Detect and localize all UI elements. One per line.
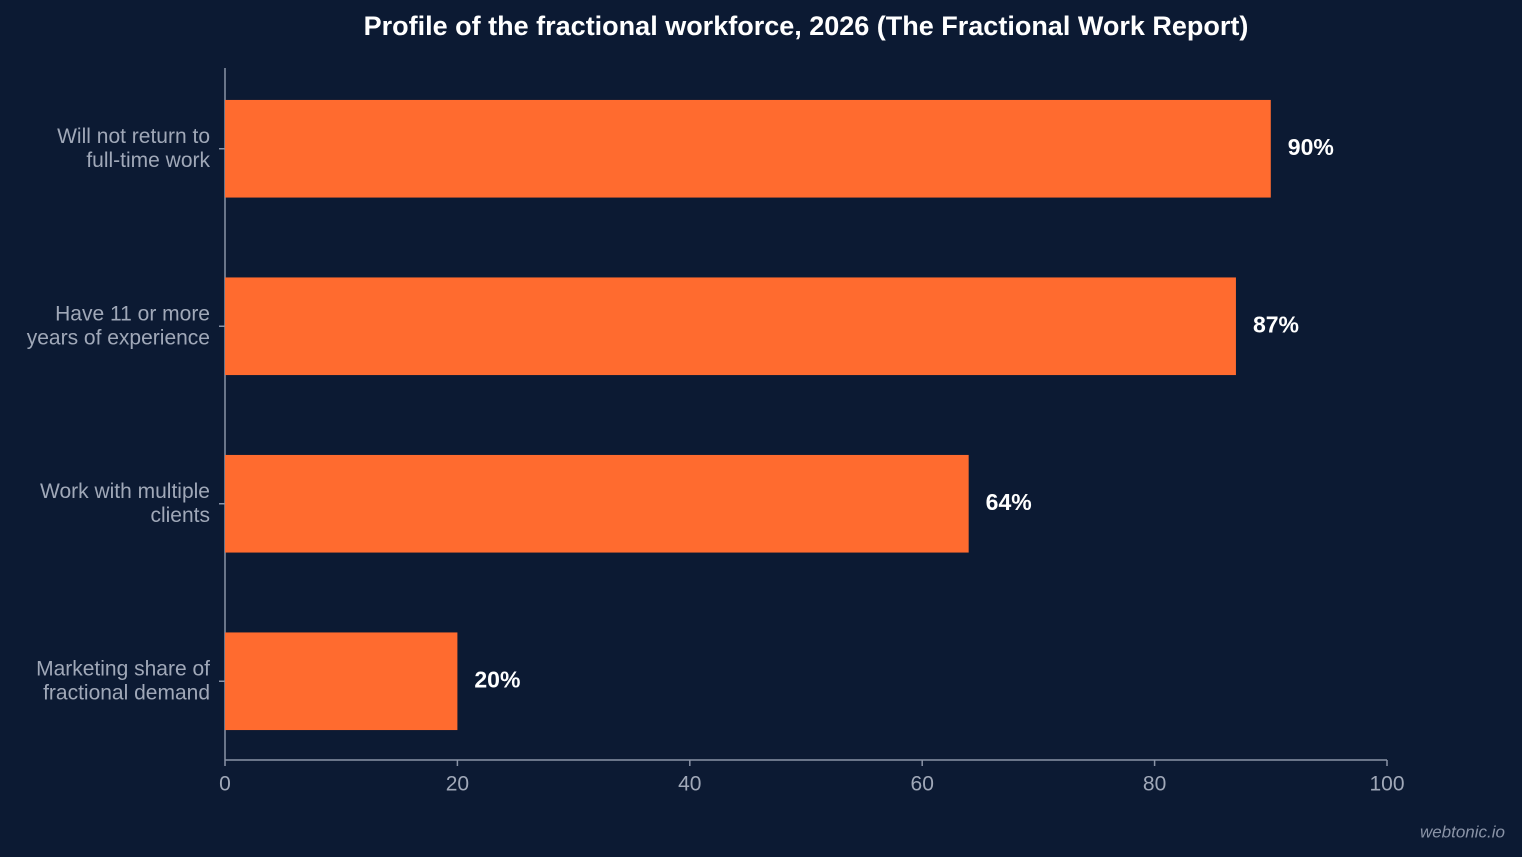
x-tick-label: 40	[678, 773, 701, 796]
bar	[225, 277, 1236, 376]
bar	[225, 454, 969, 553]
value-label: 90%	[1288, 134, 1334, 160]
value-label: 87%	[1253, 311, 1299, 337]
y-tick-label: Marketing share of fractional demand	[36, 657, 210, 704]
value-label: 20%	[474, 666, 520, 692]
x-tick-label: 60	[911, 773, 934, 796]
bar	[225, 99, 1271, 198]
bar	[225, 632, 458, 731]
source: webtonic.io	[1420, 822, 1505, 841]
x-tick-label: 0	[219, 773, 231, 796]
x-tick-label: 80	[1143, 773, 1166, 796]
value-label: 64%	[986, 489, 1032, 515]
x-tick-label: 20	[446, 773, 469, 796]
x-tick-label: 100	[1369, 773, 1404, 796]
y-tick-label: Have 11 or more years of experience	[27, 302, 210, 349]
y-tick-label: Work with multiple clients	[40, 479, 210, 526]
chart-title: Profile of the fractional workforce, 202…	[364, 11, 1249, 41]
y-tick-label: Will not return to full-time work	[57, 124, 210, 171]
